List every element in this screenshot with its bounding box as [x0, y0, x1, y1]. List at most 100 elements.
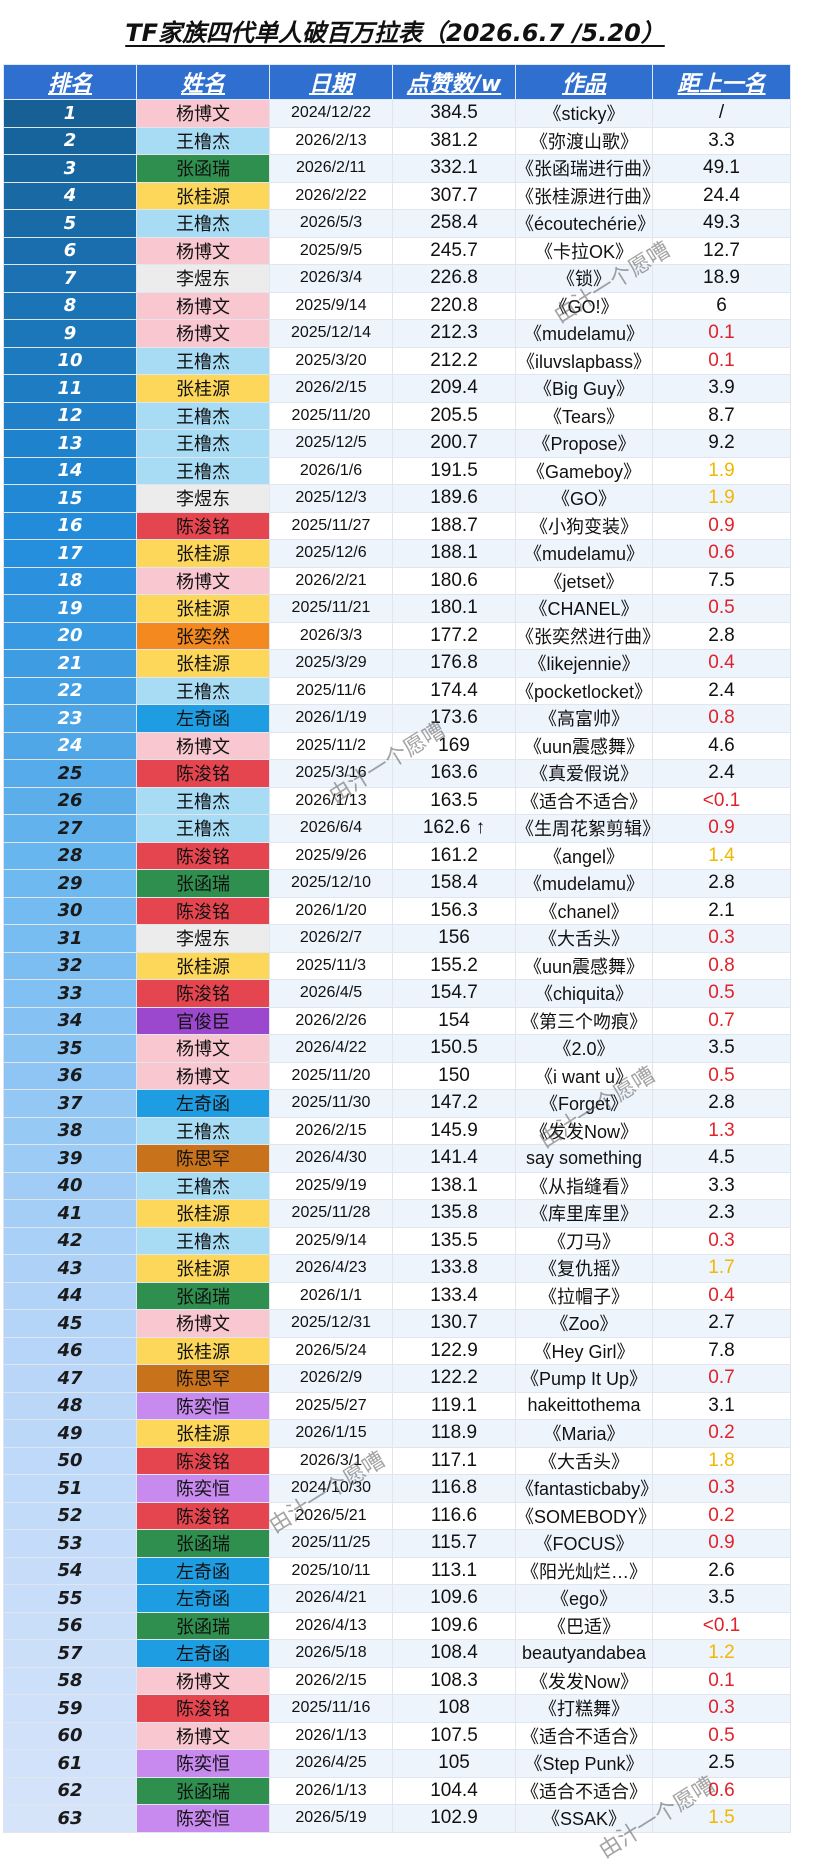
rank-cell: 53: [3, 1529, 137, 1558]
rank-cell: 24: [3, 731, 137, 760]
date-cell: 2026/5/24: [269, 1336, 393, 1365]
gap-cell: 0.2: [652, 1501, 791, 1530]
likes-cell: 109.6: [392, 1611, 516, 1640]
name-cell: 陈思罕: [136, 1364, 270, 1393]
likes-cell: 163.6: [392, 759, 516, 788]
date-cell: 2025/12/10: [269, 869, 393, 898]
date-cell: 2025/12/14: [269, 319, 393, 348]
likes-cell: 384.5: [392, 99, 516, 128]
work-cell: 《卡拉OK》: [515, 236, 653, 265]
likes-cell: 169: [392, 731, 516, 760]
name-cell: 陈浚铭: [136, 841, 270, 870]
gap-cell: 2.5: [652, 1749, 791, 1778]
date-cell: 2025/11/30: [269, 1089, 393, 1118]
rank-cell: 59: [3, 1694, 137, 1723]
gap-cell: 0.4: [652, 649, 791, 678]
work-cell: 《fantasticbaby》: [515, 1474, 653, 1503]
likes-cell: 119.1: [392, 1391, 516, 1420]
likes-cell: 135.8: [392, 1199, 516, 1228]
table-row: 20 张奕然 2026/3/3 177.2 《张奕然进行曲》 2.8: [3, 621, 791, 650]
likes-cell: 188.7: [392, 511, 516, 540]
gap-cell: /: [652, 99, 791, 128]
gap-cell: 2.1: [652, 896, 791, 925]
name-cell: 左奇函: [136, 1639, 270, 1668]
table-row: 12 王橹杰 2025/11/20 205.5 《Tears》 8.7: [3, 401, 791, 430]
rank-cell: 14: [3, 456, 137, 485]
gap-cell: 0.9: [652, 814, 791, 843]
likes-cell: 105: [392, 1749, 516, 1778]
name-cell: 杨博文: [136, 236, 270, 265]
table-row: 53 张函瑞 2025/11/25 115.7 《FOCUS》 0.9: [3, 1529, 791, 1558]
name-cell: 李煜东: [136, 264, 270, 293]
gap-cell: 0.9: [652, 1529, 791, 1558]
rank-cell: 39: [3, 1144, 137, 1173]
header-gap: 距上一名: [652, 64, 791, 100]
rank-cell: 20: [3, 621, 137, 650]
rank-cell: 9: [3, 319, 137, 348]
table-row: 45 杨博文 2025/12/31 130.7 《Zoo》 2.7: [3, 1309, 791, 1338]
likes-cell: 141.4: [392, 1144, 516, 1173]
name-cell: 张桂源: [136, 539, 270, 568]
likes-cell: 109.6: [392, 1584, 516, 1613]
date-cell: 2026/2/9: [269, 1364, 393, 1393]
work-cell: 《刀马》: [515, 1226, 653, 1255]
work-cell: 《大舌头》: [515, 1446, 653, 1475]
table-row: 38 王橹杰 2026/2/15 145.9 《发发Now》 1.3: [3, 1116, 791, 1145]
name-cell: 陈思罕: [136, 1144, 270, 1173]
gap-cell: 0.7: [652, 1364, 791, 1393]
work-cell: 《阳光灿烂…》: [515, 1556, 653, 1585]
table-row: 23 左奇函 2026/1/19 173.6 《高富帅》 0.8: [3, 704, 791, 733]
likes-cell: 116.6: [392, 1501, 516, 1530]
rank-cell: 8: [3, 291, 137, 320]
likes-cell: 135.5: [392, 1226, 516, 1255]
table-row: 21 张桂源 2025/3/29 176.8 《likejennie》 0.4: [3, 649, 791, 678]
gap-cell: 18.9: [652, 264, 791, 293]
work-cell: 《真爱假说》: [515, 759, 653, 788]
name-cell: 王橹杰: [136, 209, 270, 238]
work-cell: 《CHANEL》: [515, 594, 653, 623]
date-cell: 2025/9/5: [269, 236, 393, 265]
name-cell: 杨博文: [136, 319, 270, 348]
work-cell: 《第三个吻痕》: [515, 1006, 653, 1035]
likes-cell: 205.5: [392, 401, 516, 430]
name-cell: 李煜东: [136, 484, 270, 513]
work-cell: 《uun震感舞》: [515, 951, 653, 980]
work-cell: 《FOCUS》: [515, 1529, 653, 1558]
rank-cell: 50: [3, 1446, 137, 1475]
name-cell: 杨博文: [136, 1666, 270, 1695]
work-cell: 《mudelamu》: [515, 319, 653, 348]
gap-cell: 2.8: [652, 869, 791, 898]
name-cell: 陈浚铭: [136, 1446, 270, 1475]
rank-cell: 35: [3, 1034, 137, 1063]
table-row: 39 陈思罕 2026/4/30 141.4 say something 4.5: [3, 1144, 791, 1173]
table-row: 27 王橹杰 2026/6/4 162.6 ↑ 《生周花絮剪辑》 0.9: [3, 814, 791, 843]
work-cell: 《Tears》: [515, 401, 653, 430]
work-cell: 《张函瑞进行曲》: [515, 154, 653, 183]
work-cell: 《mudelamu》: [515, 539, 653, 568]
work-cell: 《sticky》: [515, 99, 653, 128]
rank-cell: 15: [3, 484, 137, 513]
gap-cell: 2.3: [652, 1199, 791, 1228]
date-cell: 2026/2/15: [269, 1116, 393, 1145]
work-cell: 《巴适》: [515, 1611, 653, 1640]
table-row: 26 王橹杰 2026/1/13 163.5 《适合不适合》 <0.1: [3, 786, 791, 815]
name-cell: 左奇函: [136, 1584, 270, 1613]
likes-cell: 332.1: [392, 154, 516, 183]
work-cell: 《likejennie》: [515, 649, 653, 678]
gap-cell: 0.8: [652, 704, 791, 733]
gap-cell: 0.3: [652, 924, 791, 953]
date-cell: 2026/2/11: [269, 154, 393, 183]
date-cell: 2026/2/22: [269, 181, 393, 210]
date-cell: 2026/4/23: [269, 1254, 393, 1283]
table-row: 59 陈浚铭 2025/11/16 108 《打糕舞》 0.3: [3, 1694, 791, 1723]
rank-cell: 2: [3, 126, 137, 155]
date-cell: 2026/3/1: [269, 1446, 393, 1475]
rank-cell: 58: [3, 1666, 137, 1695]
name-cell: 杨博文: [136, 99, 270, 128]
header-likes: 点赞数/w: [392, 64, 516, 100]
work-cell: 《发发Now》: [515, 1116, 653, 1145]
date-cell: 2026/1/6: [269, 456, 393, 485]
name-cell: 官俊臣: [136, 1006, 270, 1035]
date-cell: 2025/11/20: [269, 401, 393, 430]
rank-cell: 63: [3, 1804, 137, 1833]
